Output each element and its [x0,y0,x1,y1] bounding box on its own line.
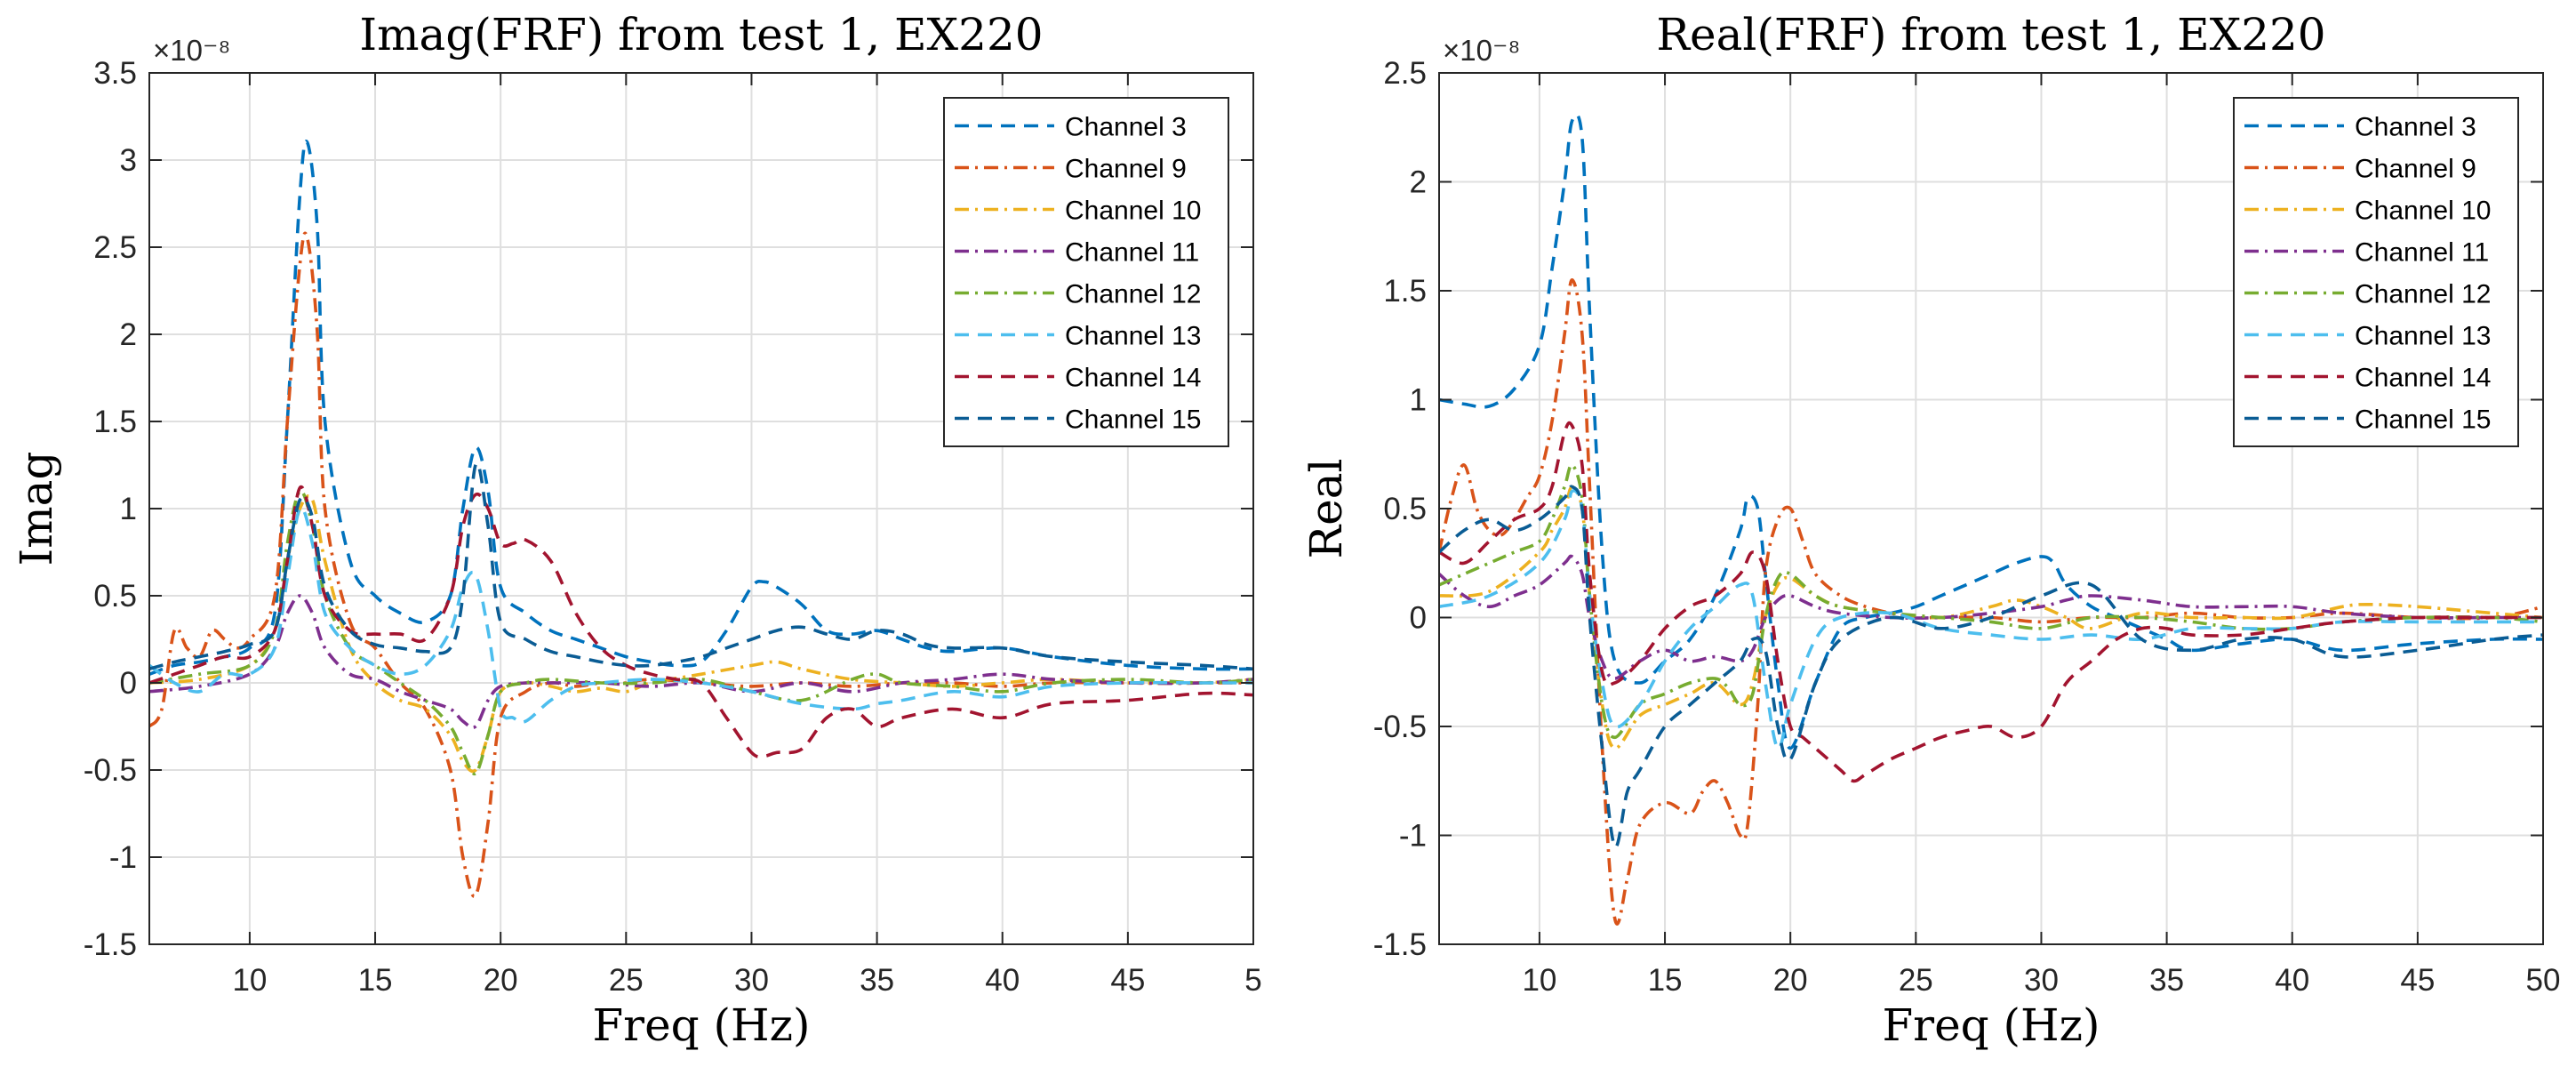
legend-entry: Channel 13 [2355,322,2491,351]
y-tick-label: 0 [120,666,137,701]
legend-entry: Channel 15 [1065,405,1201,435]
x-tick-label: 15 [358,963,393,998]
x-axis-label: Freq (Hz) [592,999,810,1051]
y-tick-label: 3.5 [93,56,137,91]
y-tick-label: 0 [1410,601,1427,636]
series-line-channel-12 [1439,463,2543,740]
y-tick-label: -1 [1399,819,1427,854]
legend-box [2233,97,2519,447]
x-tick-label: 25 [1899,963,1933,998]
y-exponent-label: ×10⁻⁸ [1443,34,1520,67]
legend: Channel 3 Channel 9 Channel 10 Channel 11 Ch… [943,97,1229,447]
legend-entry: Channel 14 [2355,364,2491,393]
x-tick-label: 10 [1522,963,1556,998]
series-group [149,140,1253,898]
y-tick-label: 1.5 [93,405,137,439]
chart-title: Real(FRF) from test 1, EX220 [1656,9,2325,60]
series-line-channel-13 [149,506,1253,724]
series-line-channel-15 [149,461,1253,671]
x-tick-label: 25 [609,963,644,998]
y-tick-label: -1.5 [84,927,137,962]
series-line-channel-11 [1439,554,2543,680]
legend-entry: Channel 9 [1065,155,1187,184]
series-line-channel-3 [1439,113,2543,750]
y-exponent-label: ×10⁻⁸ [153,34,230,67]
series-line-channel-12 [149,489,1253,775]
x-tick-label: 50 [2526,963,2561,998]
legend-entry: Channel 12 [1065,280,1201,309]
legend-entry: Channel 11 [2355,238,2489,268]
x-tick-label: 20 [484,963,518,998]
chart-panel-2: 10 15 20 25 30 35 40 45 50 -1.5 -1 -0.5 0 0.5 1 1.5 2 2.5… [1300,9,2561,1051]
legend-entry: Channel 11 [1065,238,1199,268]
y-tick-label: 2 [120,317,137,352]
y-tick-label: -0.5 [84,753,137,788]
series-line-channel-14 [1439,421,2543,783]
y-tick-label: 2.5 [1383,56,1427,91]
legend-entry: Channel 13 [1065,322,1201,351]
legend-entry: Channel 10 [2355,197,2491,226]
y-tick-label: 0.5 [93,579,137,614]
y-tick-label: 2.5 [93,230,137,265]
legend-entry: Channel 3 [2355,113,2476,142]
x-tick-label: 35 [2149,963,2184,998]
y-tick-label: 2 [1410,165,1427,200]
y-tick-label: 1.5 [1383,274,1427,309]
x-tick-label: 30 [2024,963,2059,998]
x-tick-label: 20 [1773,963,1808,998]
legend-entry: Channel 15 [2355,405,2491,435]
legend-box [943,97,1229,447]
series-line-channel-3 [149,140,1253,676]
x-tick-label: 40 [985,963,1020,998]
y-tick-label: -0.5 [1373,710,1427,744]
x-tick-label: 45 [2400,963,2435,998]
y-tick-label: 1 [1410,383,1427,418]
legend-entry: Channel 12 [2355,280,2491,309]
legend-entry: Channel 10 [1065,197,1201,226]
series-line-channel-9 [149,231,1253,898]
x-tick-label: 35 [860,963,894,998]
series-group [1439,113,2543,926]
series-line-channel-14 [149,485,1253,758]
series-line-channel-15 [1439,485,2543,849]
y-axis-label: Real [1300,458,1352,558]
y-tick-label: -1.5 [1373,927,1427,962]
x-tick-label: 45 [1110,963,1145,998]
legend-entry: Channel 14 [1065,364,1201,393]
legend: Channel 3 Channel 9 Channel 10 Channel 11 Ch… [2233,97,2519,447]
y-tick-label: 0.5 [1383,492,1427,526]
x-tick-label: 40 [2275,963,2309,998]
y-axis-label: Imag [11,452,62,566]
chart-panel-1: 10 15 20 25 30 35 40 45 5 -1.5 -1 -0.5 0 0.5 1 1.5 2 2.5 3… [11,9,1262,1051]
chart-title: Imag(FRF) from test 1, EX220 [359,9,1043,60]
y-tick-label: 1 [120,492,137,526]
y-tick-label: 3 [120,143,137,178]
x-tick-label: 30 [734,963,769,998]
legend-entry: Channel 3 [1065,113,1187,142]
y-tick-label: -1 [109,840,137,875]
x-tick-label: 15 [1648,963,1683,998]
x-axis-label: Freq (Hz) [1882,999,2100,1051]
legend-entry: Channel 9 [2355,155,2476,184]
x-tick-label: 10 [232,963,267,998]
series-line-channel-11 [149,594,1253,729]
x-tick-label: 5 [1244,963,1261,998]
series-line-channel-9 [1439,278,2543,926]
